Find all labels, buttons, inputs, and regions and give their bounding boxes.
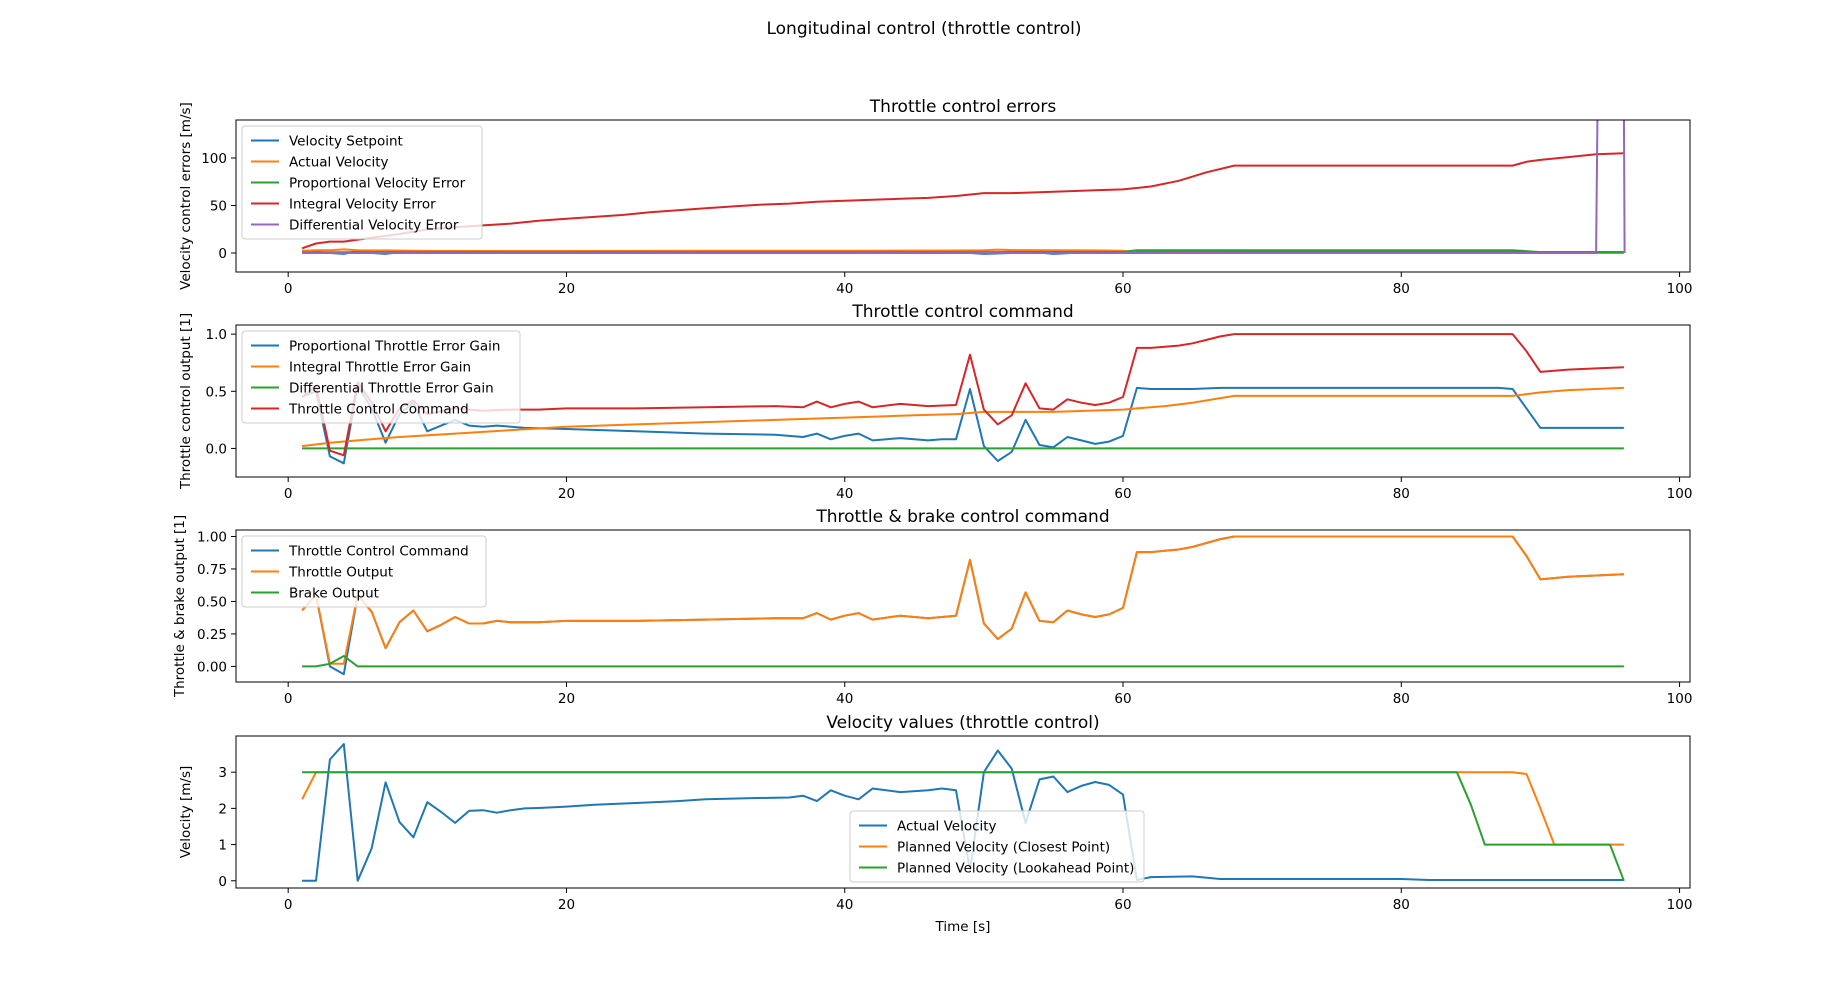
- y-axis-label: Velocity [m/s]: [178, 766, 194, 859]
- y-tick-label: 0.75: [197, 562, 227, 578]
- y-tick-label: 1.0: [206, 327, 227, 343]
- legend-label: Throttle Output: [288, 565, 393, 581]
- y-tick-label: 3: [218, 765, 227, 781]
- x-tick-label: 0: [284, 281, 293, 297]
- subplot-title: Velocity values (throttle control): [826, 713, 1099, 733]
- axes-frame: [235, 119, 1691, 273]
- legend-label: Planned Velocity (Closest Point): [897, 840, 1110, 856]
- axes-frame: [235, 529, 1691, 683]
- subplot-throttle-control-command: 0 20 40 60 80 100 0.0 0.5 1.0 Throttle control co…: [178, 302, 1692, 502]
- y-tick-label: 1.00: [197, 529, 227, 545]
- legend: Proportional Throttle Error Gain Integral…: [241, 330, 521, 424]
- x-tick-label: 60: [1114, 897, 1131, 913]
- series-line-planned-velocity-lookahead-point: [302, 771, 1625, 882]
- legend-label: Integral Velocity Error: [289, 197, 436, 213]
- legend-box: [241, 330, 521, 424]
- x-tick-label: 20: [558, 691, 575, 707]
- legend-box: [241, 125, 483, 240]
- legend: Actual Velocity Planned Velocity (Closest…: [849, 810, 1145, 883]
- legend-label: Actual Velocity: [897, 819, 997, 835]
- x-tick-label: 40: [836, 897, 853, 913]
- y-tick-label: 50: [210, 199, 227, 215]
- legend-label: Throttle Control Command: [288, 402, 469, 418]
- y-axis-label: Throttle control output [1]: [178, 313, 194, 490]
- subplot-throttle-brake-control-command: 0 20 40 60 80 100 0.00 0.25 0.50 0.75 1.00 Throttle…: [172, 507, 1692, 707]
- y-tick-label: 0.50: [197, 594, 227, 610]
- series-line-differential-velocity-error: [302, 120, 1626, 254]
- y-tick-label: 0.00: [197, 659, 227, 675]
- x-tick-label: 40: [836, 486, 853, 502]
- y-tick-label: 0.5: [206, 384, 227, 400]
- y-tick-label: 0: [218, 874, 227, 890]
- x-tick-label: 20: [558, 486, 575, 502]
- x-tick-label: 80: [1393, 897, 1410, 913]
- x-tick-label: 40: [836, 691, 853, 707]
- subplot-title: Throttle control command: [851, 302, 1073, 322]
- legend-box: [849, 810, 1145, 883]
- legend-box: [241, 535, 487, 608]
- legend-label: Differential Throttle Error Gain: [289, 381, 494, 397]
- legend-label: Differential Velocity Error: [289, 218, 459, 234]
- x-tick-label: 100: [1667, 897, 1693, 913]
- y-tick-label: 0.0: [206, 441, 227, 457]
- x-tick-label: 20: [558, 281, 575, 297]
- legend-label: Proportional Velocity Error: [289, 176, 466, 192]
- legend-label: Actual Velocity: [289, 155, 389, 171]
- figure-title: Longitudinal control (throttle control): [766, 19, 1081, 39]
- y-tick-label: 1: [218, 838, 227, 854]
- x-tick-label: 20: [558, 897, 575, 913]
- x-tick-label: 40: [836, 281, 853, 297]
- legend: Throttle Control Command Throttle Output B…: [241, 535, 487, 608]
- x-tick-label: 60: [1114, 281, 1131, 297]
- series-line-brake-output: [302, 655, 1624, 668]
- y-tick-label: 0: [218, 246, 227, 262]
- legend-label: Planned Velocity (Lookahead Point): [897, 861, 1134, 877]
- x-tick-label: 0: [284, 691, 293, 707]
- axes-frame: [235, 735, 1691, 889]
- subplot-title: Throttle & brake control command: [815, 507, 1109, 527]
- subplot-throttle-control-errors: 0 20 40 60 80 100 0 50 100 Throttle control error…: [178, 97, 1692, 297]
- x-tick-label: 60: [1114, 486, 1131, 502]
- legend-label: Proportional Throttle Error Gain: [289, 339, 500, 355]
- series-line-integral-velocity-error: [301, 152, 1624, 250]
- x-axis-label: Time [s]: [935, 919, 991, 935]
- y-axis-label: Velocity control errors [m/s]: [178, 102, 194, 290]
- legend: Velocity Setpoint Actual Velocity Proporti…: [241, 125, 483, 240]
- series-line-actual-velocity: [302, 743, 1624, 882]
- y-axis-label: Throttle & brake output [1]: [172, 515, 188, 698]
- axes-frame: [235, 324, 1691, 478]
- x-tick-label: 100: [1667, 691, 1693, 707]
- series-line-throttle-control-command: [301, 535, 1624, 676]
- series-line-proportional-throttle-error-gain: [301, 384, 1624, 465]
- x-tick-label: 0: [284, 486, 293, 502]
- legend-label: Velocity Setpoint: [289, 134, 403, 150]
- series-line-integral-throttle-error-gain: [301, 386, 1624, 448]
- x-tick-label: 80: [1393, 486, 1410, 502]
- x-tick-label: 0: [284, 897, 293, 913]
- x-tick-label: 80: [1393, 691, 1410, 707]
- legend-label: Integral Throttle Error Gain: [289, 360, 471, 376]
- legend-label: Brake Output: [289, 586, 379, 602]
- y-tick-label: 2: [218, 801, 227, 817]
- y-tick-label: 100: [201, 151, 227, 167]
- legend-label: Throttle Control Command: [288, 544, 469, 560]
- x-tick-label: 100: [1667, 281, 1693, 297]
- x-tick-label: 100: [1667, 486, 1693, 502]
- y-tick-label: 0.25: [197, 627, 227, 643]
- subplot-velocity-values: 0 20 40 60 80 100 0 1 2 3 Velocity values (throttl…: [178, 713, 1692, 935]
- series-line-throttle-output: [301, 535, 1624, 665]
- x-tick-label: 80: [1393, 281, 1410, 297]
- subplot-title: Throttle control errors: [869, 97, 1057, 117]
- x-tick-label: 60: [1114, 691, 1131, 707]
